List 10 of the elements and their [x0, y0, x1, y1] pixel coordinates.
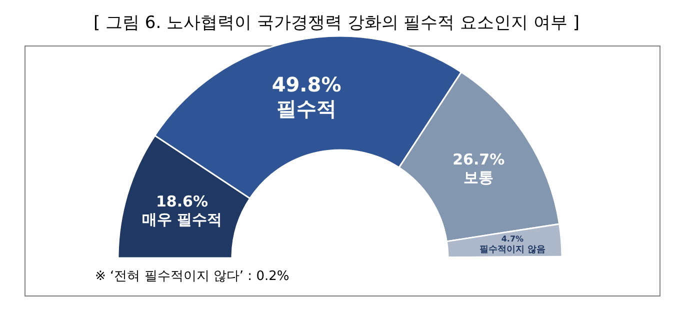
- data-label: 49.8%: [272, 72, 342, 96]
- data-label: 4.7%: [501, 234, 524, 244]
- text: ※ ‘전혀 필수적이지 않다’ : 0.2%: [95, 269, 290, 284]
- slice-label: 필수적: [276, 96, 337, 120]
- slice-label: 매우 필수적: [142, 210, 222, 229]
- chart-title: [ 그림 6. 노사협력이 국가경쟁력 강화의 필수적 요소인지 여부 ]: [93, 13, 580, 33]
- slice-label: 필수적이지 않음: [479, 245, 546, 256]
- slice-label: 보통: [464, 168, 494, 187]
- data-label: 18.6%: [156, 192, 208, 211]
- data-label: 26.7%: [452, 150, 505, 169]
